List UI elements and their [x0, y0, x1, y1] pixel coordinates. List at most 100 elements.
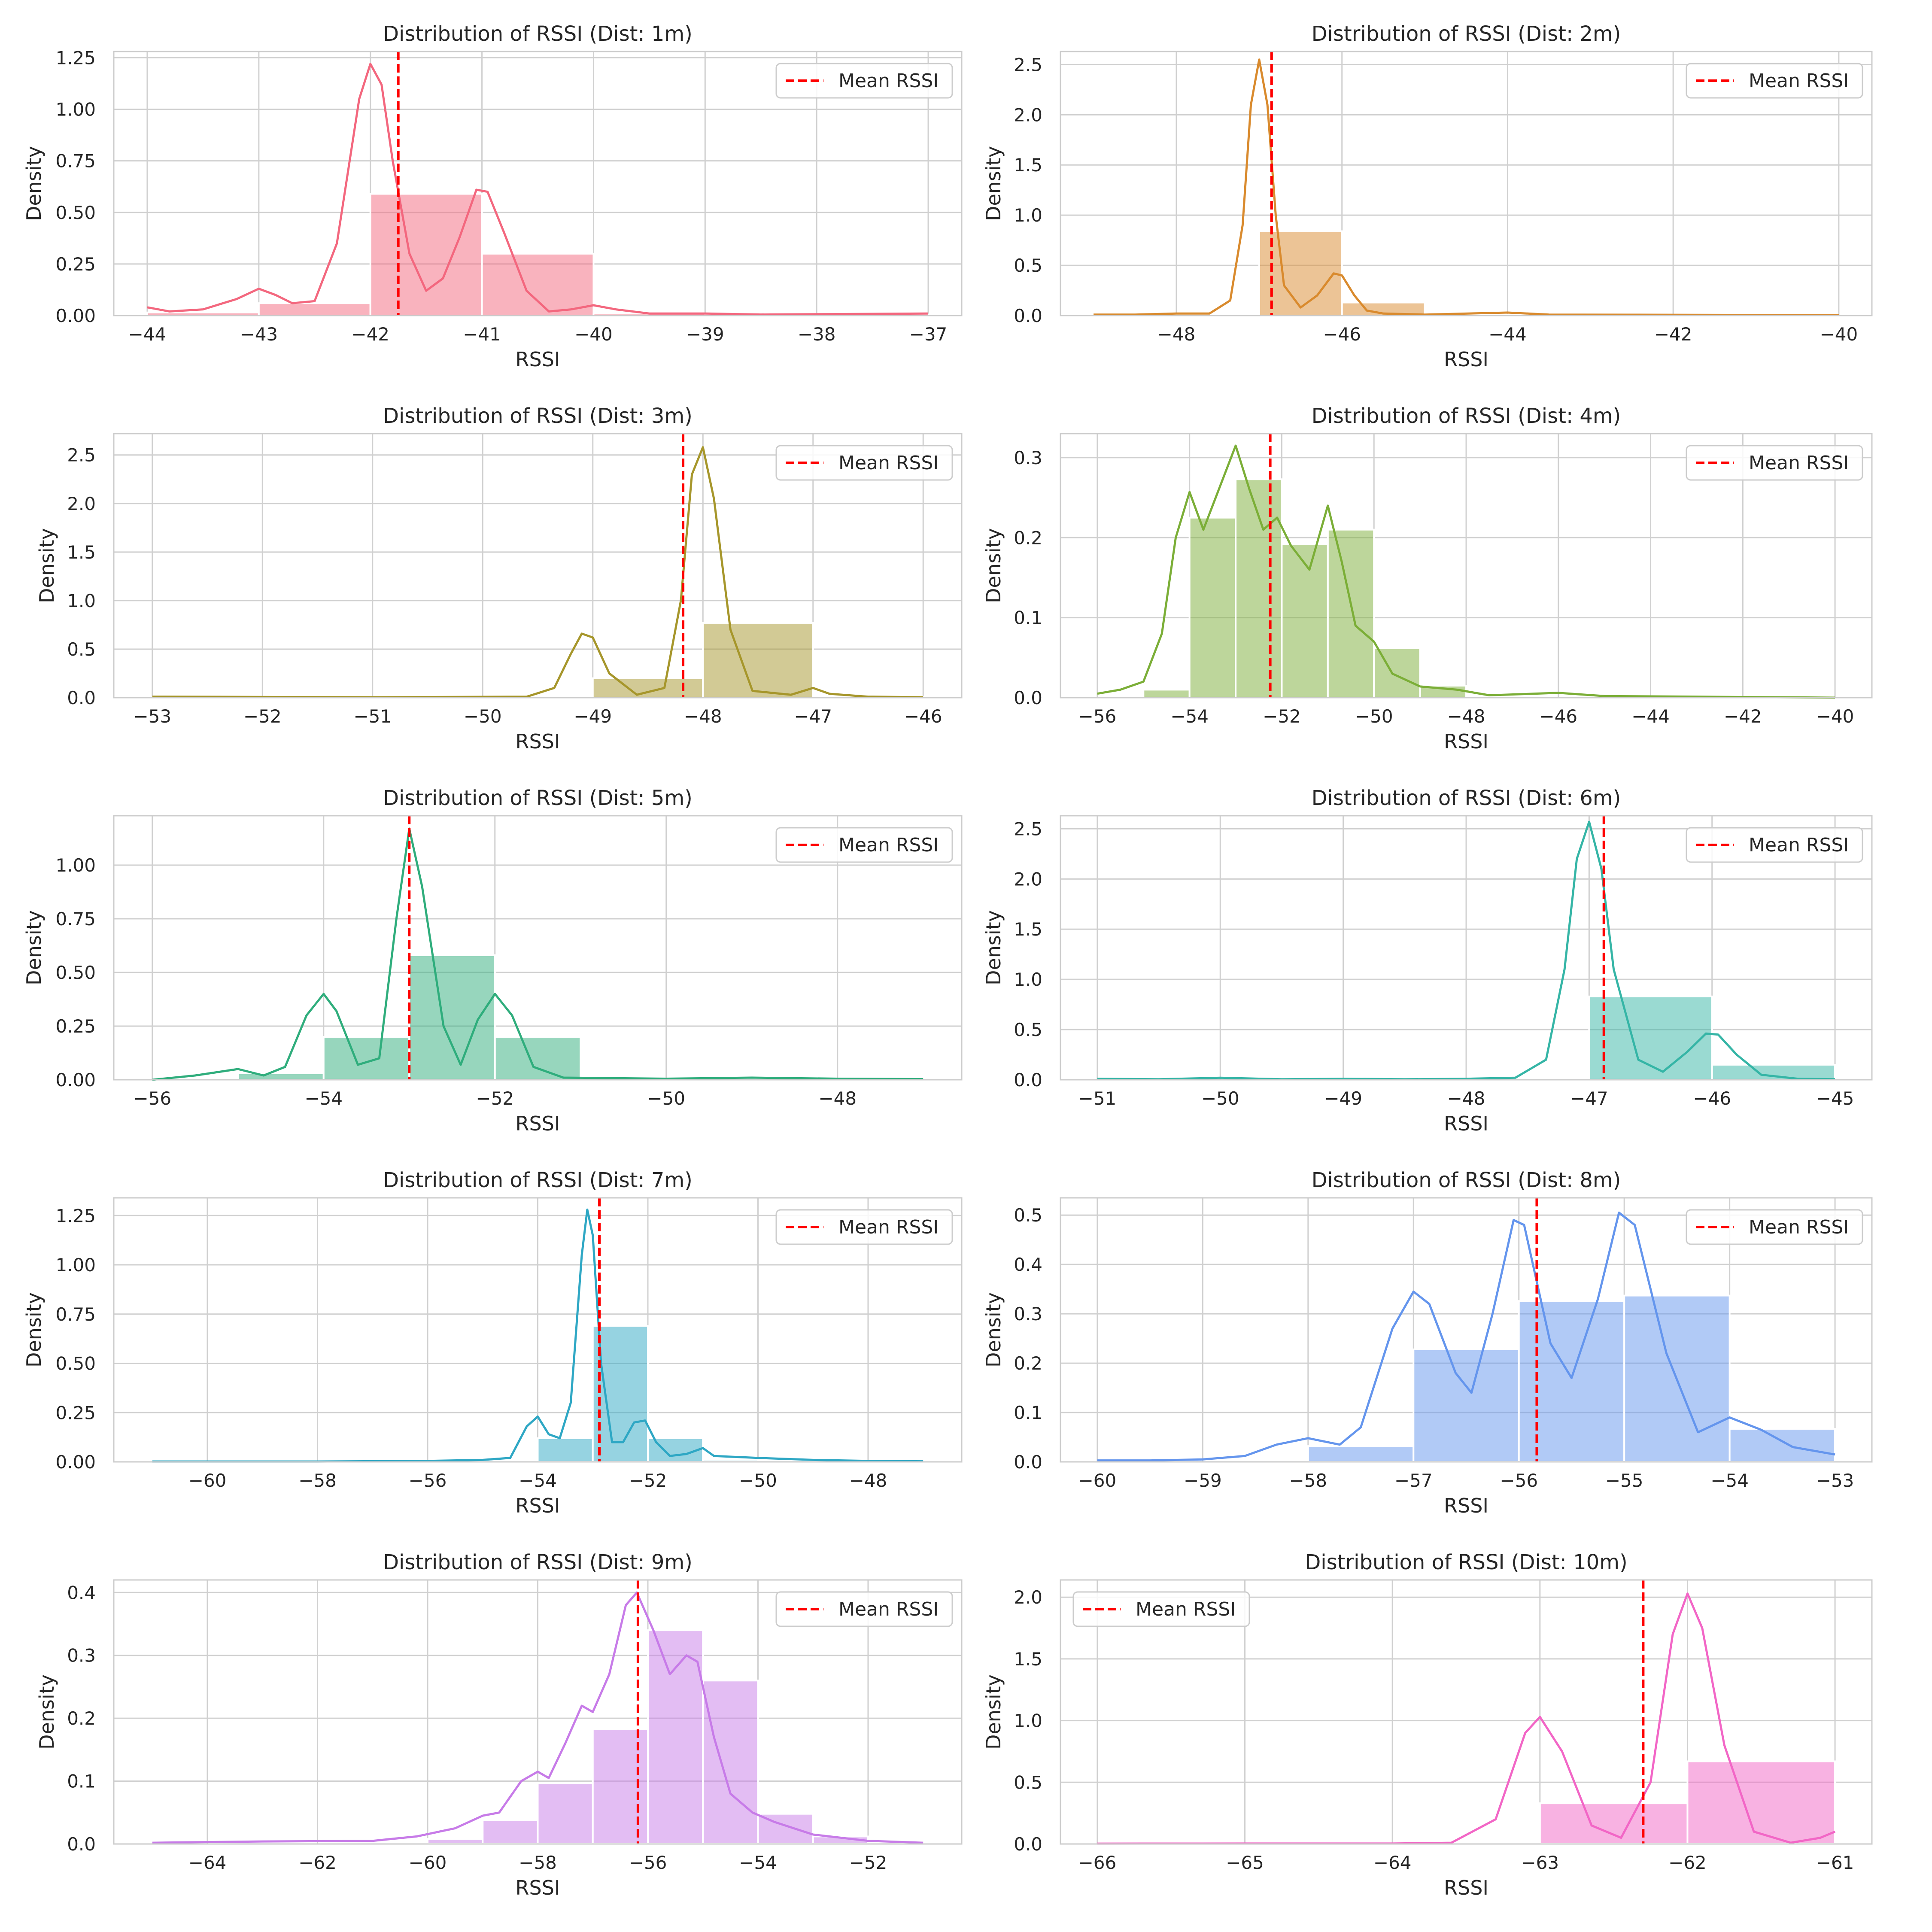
histogram-bar: [369, 193, 483, 316]
y-tick-label: 0.2: [67, 1708, 96, 1729]
y-tick-label: 0.50: [55, 202, 96, 223]
histogram-bar: [1686, 1760, 1836, 1845]
x-tick-label: −54: [739, 1852, 777, 1873]
histogram-bar: [702, 622, 814, 699]
legend-label: Mean RSSI: [838, 834, 939, 856]
x-tick-label: −54: [519, 1470, 557, 1491]
subplot-10: −66 −65 −64 −63 −62 −61 0.0 0.5 1.0 1.5 2.0 Distrib…: [982, 1550, 1873, 1899]
y-tick-label: 1.0: [1014, 205, 1042, 226]
histogram-bar: [1327, 529, 1375, 699]
y-tick-label: 0.00: [55, 1452, 96, 1473]
x-axis-label: RSSI: [516, 1112, 560, 1135]
x-tick-label: −62: [298, 1852, 337, 1873]
subplot-title: Distribution of RSSI (Dist: 8m): [1312, 1168, 1621, 1192]
x-tick-label: −42: [351, 324, 389, 345]
subplot-title: Distribution of RSSI (Dist: 7m): [383, 1168, 693, 1192]
x-tick-label: −49: [574, 706, 612, 727]
y-axis-label: Density: [22, 1292, 46, 1367]
y-tick-label: 2.0: [1014, 1587, 1042, 1608]
y-tick-label: 0.2: [1014, 1353, 1042, 1374]
x-tick-label: −62: [1668, 1852, 1707, 1873]
y-tick-label: 0.0: [1014, 1452, 1042, 1473]
x-tick-label: −40: [574, 324, 613, 345]
subplot-8: −60 −59 −58 −57 −56 −55 −54 −53 0.0 0.1 0.2 0.3 0.4 0…: [982, 1168, 1873, 1517]
x-tick-label: −42: [1724, 706, 1762, 727]
x-tick-label: −48: [684, 706, 722, 727]
legend: Mean RSSI: [1686, 1209, 1863, 1245]
y-tick-label: 0.1: [1014, 608, 1042, 629]
y-tick-label: 0.0: [1014, 1834, 1042, 1855]
kde-curve: [152, 827, 923, 1081]
y-tick-label: 0.0: [1014, 687, 1042, 708]
y-tick-label: 2.0: [67, 493, 96, 514]
plot-frame: [113, 51, 963, 316]
y-tick-label: 1.25: [55, 1205, 96, 1226]
legend-box: [1686, 827, 1863, 863]
y-tick-label: 0.25: [55, 1402, 96, 1423]
x-tick-label: −61: [1816, 1852, 1854, 1873]
kde-curve: [1097, 1592, 1836, 1845]
histogram-bar: [592, 1728, 649, 1845]
histogram-bar: [258, 302, 371, 316]
subplot-title: Distribution of RSSI (Dist: 1m): [383, 22, 693, 46]
histogram-bar: [1539, 1802, 1689, 1845]
histogram-bar: [494, 1036, 582, 1081]
kde-curve: [152, 446, 923, 699]
plot-frame: [1060, 51, 1873, 316]
plot-frame: [1060, 815, 1873, 1081]
y-tick-label: 1.5: [1014, 155, 1042, 176]
histogram-bar: [1728, 1428, 1836, 1463]
x-axis-label: RSSI: [1444, 730, 1488, 753]
legend-label: Mean RSSI: [1749, 834, 1849, 856]
subplot-title: Distribution of RSSI (Dist: 3m): [383, 404, 693, 428]
histogram-bar: [537, 1437, 594, 1463]
y-axis-label: Density: [982, 1674, 1005, 1750]
y-tick-label: 0.00: [55, 1069, 96, 1091]
y-tick-label: 0.00: [55, 305, 96, 326]
subplot-title: Distribution of RSSI (Dist: 9m): [383, 1550, 693, 1574]
legend-box: [775, 827, 953, 863]
y-tick-label: 2.5: [1014, 818, 1042, 839]
x-tick-label: −59: [1184, 1470, 1222, 1491]
legend-box: [775, 1591, 953, 1627]
legend: Mean RSSI: [775, 1591, 953, 1627]
subplot-1: −44 −43 −42 −41 −40 −39 −38 −37 0.00 0.25 0.50 0.75…: [22, 22, 963, 371]
subplot-title: Distribution of RSSI (Dist: 2m): [1312, 22, 1621, 46]
y-tick-label: 0.4: [1014, 1254, 1042, 1275]
y-tick-label: 1.00: [55, 855, 96, 876]
subplot-5: −56 −54 −52 −50 −48 0.00 0.25 0.50 0.75 1.00 Distr…: [22, 786, 963, 1135]
x-tick-label: −42: [1654, 324, 1692, 345]
x-tick-label: −44: [1631, 706, 1670, 727]
histogram-bar: [1413, 1348, 1520, 1463]
x-tick-label: −54: [1170, 706, 1209, 727]
y-tick-label: 0.0: [1014, 1069, 1042, 1091]
histogram-bar: [757, 1813, 814, 1845]
y-tick-label: 0.4: [67, 1582, 96, 1603]
histogram-bar: [482, 1819, 539, 1845]
y-tick-label: 0.2: [1014, 527, 1042, 548]
x-tick-label: −50: [1201, 1088, 1239, 1109]
x-tick-label: −60: [188, 1470, 227, 1491]
y-tick-label: 0.5: [67, 639, 96, 660]
x-axis-label: RSSI: [516, 1494, 560, 1517]
legend-label: Mean RSSI: [838, 1216, 939, 1238]
y-tick-label: 1.00: [55, 99, 96, 120]
subplot-title: Distribution of RSSI (Dist: 4m): [1312, 404, 1621, 428]
histogram-bar: [702, 1680, 759, 1845]
x-tick-label: −48: [1447, 706, 1485, 727]
plot-frame: [1060, 1197, 1873, 1463]
x-tick-label: −56: [1500, 1470, 1538, 1491]
x-tick-label: −52: [476, 1088, 514, 1109]
y-tick-label: 1.5: [67, 542, 96, 563]
x-tick-label: −48: [1157, 324, 1196, 345]
plot-frame: [113, 433, 963, 699]
x-tick-label: −58: [519, 1852, 557, 1873]
x-tick-label: −52: [629, 1470, 667, 1491]
x-tick-label: −54: [1710, 1470, 1749, 1491]
x-tick-label: −56: [133, 1088, 171, 1109]
y-tick-label: 0.0: [67, 1834, 96, 1855]
legend: Mean RSSI: [1686, 827, 1863, 863]
histogram-bar: [1588, 995, 1713, 1081]
histogram-bar: [1711, 1063, 1836, 1081]
x-tick-label: −50: [464, 706, 502, 727]
